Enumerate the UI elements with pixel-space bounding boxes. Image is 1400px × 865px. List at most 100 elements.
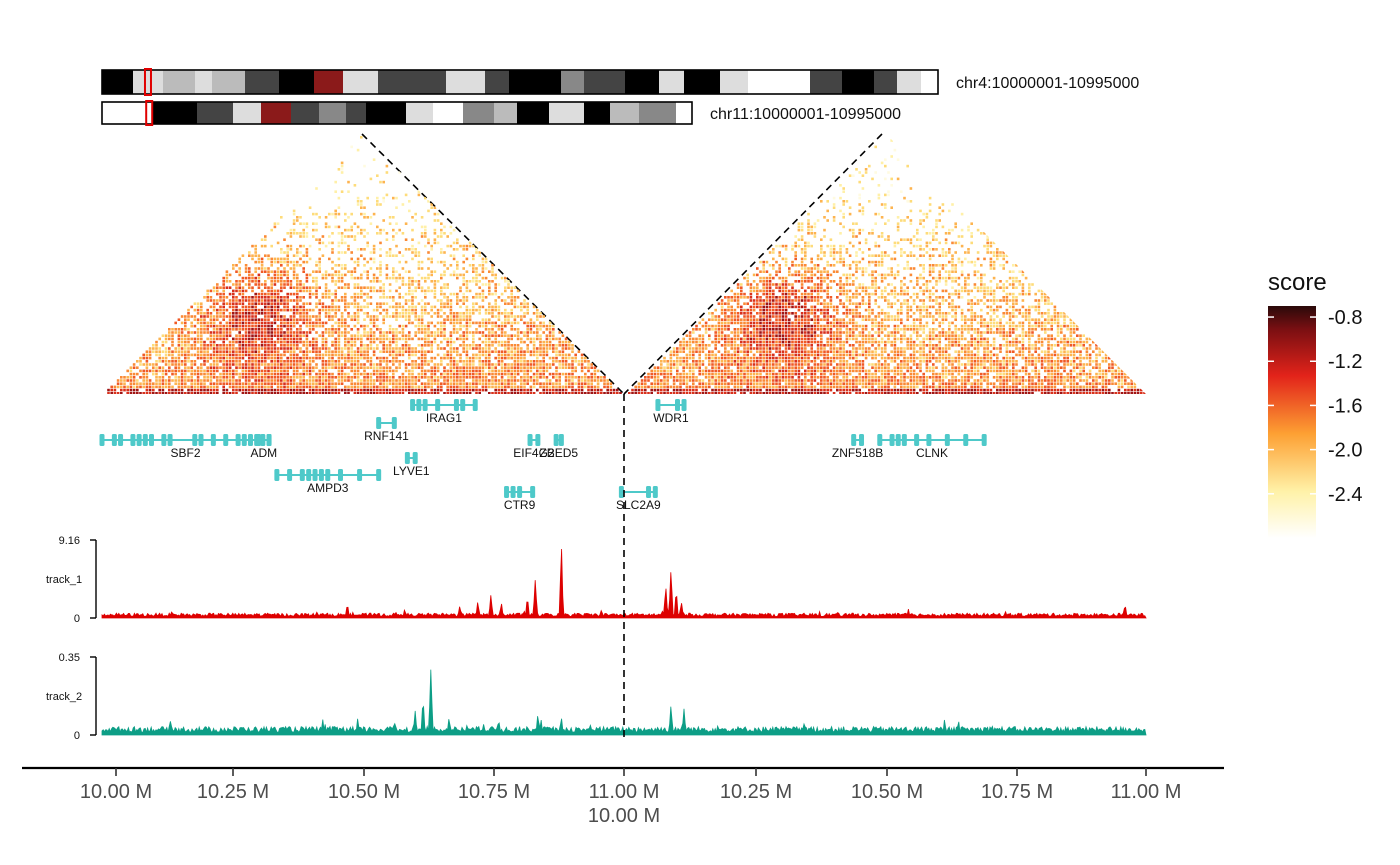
heatmap-cell <box>264 379 267 382</box>
heatmap-cell <box>347 315 350 318</box>
heatmap-cell <box>420 385 424 389</box>
heatmap-cell <box>491 344 494 347</box>
heatmap-cell <box>382 321 385 325</box>
heatmap-cell <box>222 299 225 302</box>
heatmap-cell <box>468 385 472 389</box>
heatmap-cell <box>145 379 149 382</box>
heatmap-cell <box>500 299 504 302</box>
heatmap-cell <box>1088 392 1092 394</box>
heatmap-cell <box>286 369 289 373</box>
heatmap-cell <box>564 363 568 366</box>
heatmap-cell <box>283 376 286 379</box>
heatmap-cell <box>366 241 369 245</box>
heatmap-cell <box>254 267 257 270</box>
heatmap-cell <box>324 369 328 373</box>
heatmap-cell <box>912 388 916 392</box>
heatmap-cell <box>539 353 542 357</box>
heatmap-cell <box>561 366 565 369</box>
heatmap-cell <box>164 379 168 382</box>
heatmap-cell <box>552 344 555 347</box>
heatmap-cell <box>328 328 331 331</box>
heatmap-cell <box>724 382 727 385</box>
heatmap-cell <box>244 379 248 382</box>
heatmap-cell <box>267 276 270 280</box>
heatmap-cell <box>398 379 401 382</box>
heatmap-cell <box>299 251 302 254</box>
heatmap-cell <box>267 312 270 315</box>
heatmap-cell <box>308 379 312 382</box>
heatmap-cell <box>222 302 225 305</box>
heatmap-cell <box>344 344 347 347</box>
heatmap-cell <box>136 372 139 376</box>
heatmap-cell <box>174 392 177 394</box>
heatmap-cell <box>302 286 305 289</box>
heatmap-cell <box>315 302 318 305</box>
heatmap-cell <box>353 283 357 286</box>
heatmap-cell <box>257 299 261 302</box>
heatmap-cell <box>289 366 293 369</box>
heatmap-cell <box>446 369 449 373</box>
heatmap-cell <box>382 369 385 373</box>
heatmap-cell <box>302 392 305 394</box>
heatmap-cell <box>548 363 552 366</box>
heatmap-cell <box>292 385 296 389</box>
heatmap-cell <box>392 340 395 344</box>
heatmap-cell <box>376 337 379 341</box>
heatmap-cell <box>596 392 600 394</box>
heatmap-cell <box>232 388 235 392</box>
heatmap-cell <box>180 376 184 379</box>
heatmap-cell <box>494 299 497 302</box>
heatmap-cell <box>222 379 225 382</box>
ideogram-band <box>748 70 781 94</box>
heatmap-cell <box>385 251 389 254</box>
heatmap-cell <box>276 280 280 283</box>
heatmap-cell <box>504 382 507 385</box>
heatmap-cell <box>360 366 363 369</box>
heatmap-cell <box>276 353 280 357</box>
heatmap-cell <box>228 366 232 369</box>
heatmap-cell <box>436 241 440 245</box>
heatmap-cell <box>238 376 241 379</box>
heatmap-cell <box>832 382 836 385</box>
heatmap-cell <box>749 376 753 379</box>
heatmap-cell <box>347 337 350 341</box>
heatmap-cell <box>334 292 337 296</box>
heatmap-cell <box>459 353 462 357</box>
heatmap-cell <box>321 296 325 299</box>
heatmap-cell <box>484 321 488 325</box>
heatmap-cell <box>948 388 951 392</box>
heatmap-cell <box>353 286 357 289</box>
heatmap-cell <box>161 366 165 369</box>
heatmap-cell <box>347 360 350 363</box>
heatmap-cell <box>494 334 497 337</box>
heatmap-cell <box>568 344 571 347</box>
heatmap-cell <box>187 331 190 334</box>
heatmap-cell <box>452 292 456 296</box>
heatmap-cell <box>545 353 549 357</box>
heatmap-cell <box>292 347 296 350</box>
heatmap-cell <box>139 356 142 360</box>
heatmap-cell <box>392 196 395 200</box>
heatmap-cell <box>347 302 350 305</box>
heatmap-cell <box>1098 388 1101 392</box>
heatmap-cell <box>209 344 213 347</box>
heatmap-cell <box>193 347 197 350</box>
heatmap-cell <box>273 225 277 229</box>
heatmap-cell <box>196 369 200 373</box>
heatmap-cell <box>238 324 241 328</box>
heatmap-cell <box>1101 379 1105 382</box>
heatmap-cell <box>845 388 849 392</box>
heatmap-cell <box>542 388 545 392</box>
heatmap-cell <box>372 289 376 293</box>
heatmap-cell <box>414 289 417 293</box>
heatmap-cell <box>456 363 459 366</box>
heatmap-cell <box>276 267 280 270</box>
heatmap-cell <box>468 244 472 248</box>
heatmap-cell <box>200 388 203 392</box>
heatmap-cell <box>420 321 424 325</box>
heatmap-cell <box>385 264 389 267</box>
heatmap-cell <box>187 334 190 337</box>
heatmap-cell <box>484 308 488 312</box>
heatmap-cell <box>286 350 289 353</box>
heatmap-cell <box>350 388 353 392</box>
